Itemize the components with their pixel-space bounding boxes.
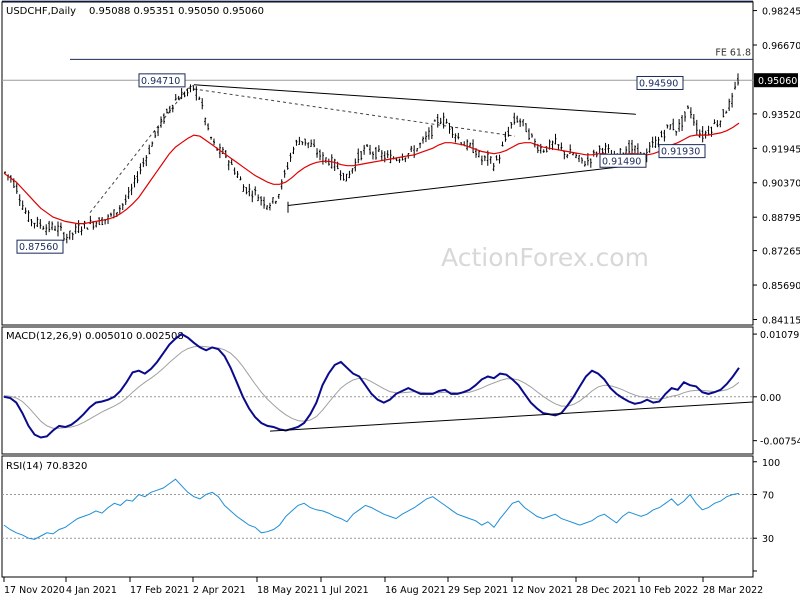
- time-tick-label: 17 Nov 2020: [4, 585, 65, 596]
- time-tick-label: 10 Feb 2022: [639, 585, 698, 596]
- price-tick-label: 0.84115: [762, 315, 800, 326]
- rsi-tick-label: 30: [762, 534, 774, 545]
- time-tick-label: 29 Sep 2021: [448, 585, 508, 596]
- price-tick-label: 0.91945: [762, 144, 800, 155]
- price-tick-label: 0.90370: [762, 179, 800, 190]
- macd-title: MACD(12,26,9) 0.005010 0.002508: [6, 331, 184, 342]
- macd-panel: [2, 327, 753, 454]
- price-tick-label: 0.88795: [762, 213, 800, 224]
- time-tick-label: 18 May 2021: [257, 585, 319, 596]
- time-tick-label: 1 Jul 2021: [321, 585, 369, 596]
- price-tick-label: 0.85690: [762, 281, 800, 292]
- time-tick-label: 16 Aug 2021: [385, 585, 446, 596]
- last-price-label: 0.95060: [758, 76, 797, 87]
- macd-tick-label: 0.010797: [760, 330, 800, 341]
- macd-tick-label: -0.007548: [760, 437, 800, 448]
- price-tick-label: 0.96670: [762, 41, 800, 52]
- macd-tick-label: 0.00: [760, 393, 781, 404]
- time-tick-label: 28 Mar 2022: [703, 585, 763, 596]
- watermark: ActionForex.com: [441, 243, 649, 272]
- price-annotation-label: 0.94590: [639, 78, 678, 89]
- time-tick-label: 12 Nov 2021: [512, 585, 573, 596]
- rsi-tick-label: 100: [762, 458, 780, 469]
- chart-header-ohlc: 0.95088 0.95351 0.95050 0.95060: [89, 6, 264, 17]
- price-annotation-label: 0.91490: [602, 156, 641, 167]
- price-tick-label: 0.87265: [762, 247, 800, 258]
- time-tick-label: 28 Dec 2021: [576, 585, 637, 596]
- rsi-title: RSI(14) 70.8320: [6, 461, 87, 472]
- chart-header-symbol: USDCHF,Daily: [6, 6, 76, 17]
- time-tick-label: 4 Jan 2021: [66, 585, 117, 596]
- price-annotation-label: 0.87560: [19, 242, 58, 253]
- time-tick-label: 2 Apr 2021: [193, 585, 246, 596]
- fe-level-label: FE 61.8: [715, 47, 751, 58]
- time-tick-label: 17 Feb 2021: [130, 585, 189, 596]
- price-tick-label: 0.98245: [762, 7, 800, 18]
- rsi-tick-label: 70: [762, 491, 774, 502]
- price-annotation-label: 0.94710: [141, 76, 180, 87]
- price-annotation-label: 0.91930: [661, 147, 700, 158]
- price-tick-label: 0.93520: [762, 110, 800, 121]
